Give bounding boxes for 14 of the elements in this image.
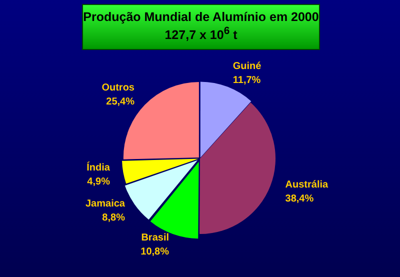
data-label: 8,8% xyxy=(102,212,126,224)
slice-label: Outros xyxy=(102,82,135,94)
data-label: 38,4% xyxy=(285,193,314,204)
slice-label: Austrália xyxy=(285,179,329,190)
data-label: 4,9% xyxy=(87,176,110,188)
data-label: 10,8% xyxy=(140,246,170,258)
slice-label: Guiné xyxy=(232,60,262,72)
slice-label: Índia xyxy=(86,162,110,174)
slice-label: Brasil xyxy=(141,232,170,244)
chart-subtitle: 127,7 x 10$^{6}$ t xyxy=(164,26,238,42)
data-label: 11,7% xyxy=(232,74,261,86)
data-label: 25,4% xyxy=(106,96,135,108)
slice-label: Jamaica xyxy=(85,198,126,210)
chart-title: Produção Mundial de Alumínio em 2000 xyxy=(83,10,319,24)
